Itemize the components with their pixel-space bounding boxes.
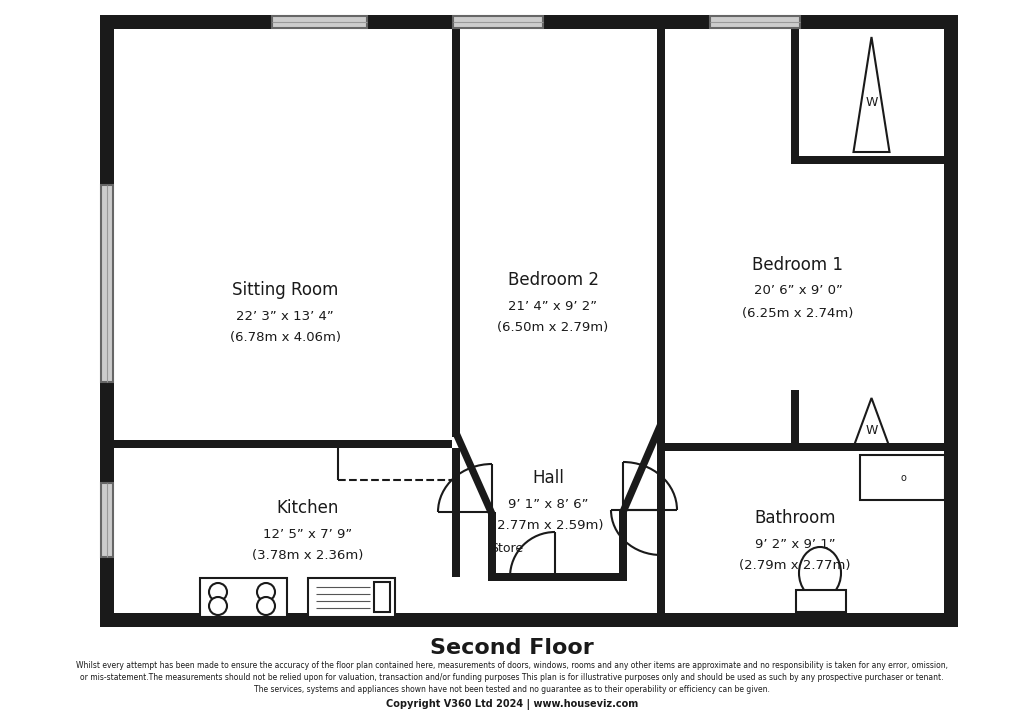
Polygon shape bbox=[452, 433, 496, 514]
Bar bbox=[100, 613, 958, 627]
Bar bbox=[101, 185, 113, 382]
Bar bbox=[791, 29, 799, 162]
Text: 9’ 2” x 9’ 1”: 9’ 2” x 9’ 1” bbox=[755, 537, 836, 550]
Bar bbox=[488, 512, 496, 577]
Circle shape bbox=[209, 583, 227, 601]
Bar bbox=[791, 156, 944, 164]
Bar bbox=[308, 578, 395, 617]
Bar bbox=[114, 440, 452, 448]
Bar bbox=[796, 590, 846, 612]
Polygon shape bbox=[618, 424, 665, 512]
Circle shape bbox=[257, 583, 275, 601]
Bar bbox=[101, 185, 113, 382]
Bar bbox=[657, 428, 665, 613]
Bar bbox=[100, 15, 114, 627]
Bar bbox=[453, 16, 543, 28]
Text: 12’ 5” x 7’ 9”: 12’ 5” x 7’ 9” bbox=[263, 528, 352, 541]
Bar bbox=[860, 455, 945, 500]
Bar bbox=[100, 15, 958, 29]
Bar bbox=[710, 16, 800, 28]
Bar bbox=[488, 573, 627, 581]
Text: W: W bbox=[865, 96, 878, 109]
Text: (6.25m x 2.74m): (6.25m x 2.74m) bbox=[742, 307, 854, 320]
Text: (2.77m x 2.59m): (2.77m x 2.59m) bbox=[493, 520, 604, 533]
Bar bbox=[657, 29, 665, 428]
Text: Store: Store bbox=[490, 542, 523, 555]
Bar bbox=[618, 510, 627, 577]
Bar bbox=[657, 443, 944, 451]
Bar bbox=[710, 16, 800, 28]
Bar bbox=[452, 29, 460, 437]
Bar bbox=[374, 582, 390, 612]
Circle shape bbox=[209, 597, 227, 615]
Text: Whilst every attempt has been made to ensure the accuracy of the floor plan cont: Whilst every attempt has been made to en… bbox=[76, 662, 948, 670]
Text: or mis-statement.The measurements should not be relied upon for valuation, trans: or mis-statement.The measurements should… bbox=[80, 674, 944, 683]
Text: Kitchen: Kitchen bbox=[276, 499, 339, 517]
Text: Bedroom 1: Bedroom 1 bbox=[753, 256, 844, 274]
Bar bbox=[272, 16, 367, 28]
Bar bbox=[200, 578, 287, 617]
Text: 22’ 3” x 13’ 4”: 22’ 3” x 13’ 4” bbox=[237, 309, 334, 322]
Bar bbox=[101, 483, 113, 557]
Text: (6.78m x 4.06m): (6.78m x 4.06m) bbox=[229, 332, 341, 344]
Bar bbox=[944, 15, 958, 627]
Bar bbox=[101, 483, 113, 557]
Text: Bathroom: Bathroom bbox=[755, 509, 836, 527]
Text: (3.78m x 2.36m): (3.78m x 2.36m) bbox=[252, 549, 364, 562]
Text: (6.50m x 2.79m): (6.50m x 2.79m) bbox=[498, 322, 608, 335]
Text: Copyright V360 Ltd 2024 | www.houseviz.com: Copyright V360 Ltd 2024 | www.houseviz.c… bbox=[386, 699, 638, 711]
Ellipse shape bbox=[799, 547, 841, 599]
Text: 20’ 6” x 9’ 0”: 20’ 6” x 9’ 0” bbox=[754, 284, 843, 297]
Bar bbox=[791, 390, 799, 451]
Text: Bedroom 2: Bedroom 2 bbox=[508, 271, 598, 289]
Text: (2.79m x 2.77m): (2.79m x 2.77m) bbox=[739, 560, 851, 573]
Bar bbox=[272, 16, 367, 28]
Text: 9’ 1” x 8’ 6”: 9’ 1” x 8’ 6” bbox=[508, 497, 588, 510]
Text: 21’ 4” x 9’ 2”: 21’ 4” x 9’ 2” bbox=[509, 299, 598, 312]
Text: Second Floor: Second Floor bbox=[430, 638, 594, 658]
Bar bbox=[453, 16, 543, 28]
Text: Sitting Room: Sitting Room bbox=[231, 281, 338, 299]
Text: The services, systems and appliances shown have not been tested and no guarantee: The services, systems and appliances sho… bbox=[254, 685, 770, 695]
Bar bbox=[452, 448, 460, 577]
Text: W: W bbox=[865, 424, 878, 437]
Text: o: o bbox=[900, 473, 906, 483]
Text: Hall: Hall bbox=[532, 469, 564, 487]
Circle shape bbox=[257, 597, 275, 615]
